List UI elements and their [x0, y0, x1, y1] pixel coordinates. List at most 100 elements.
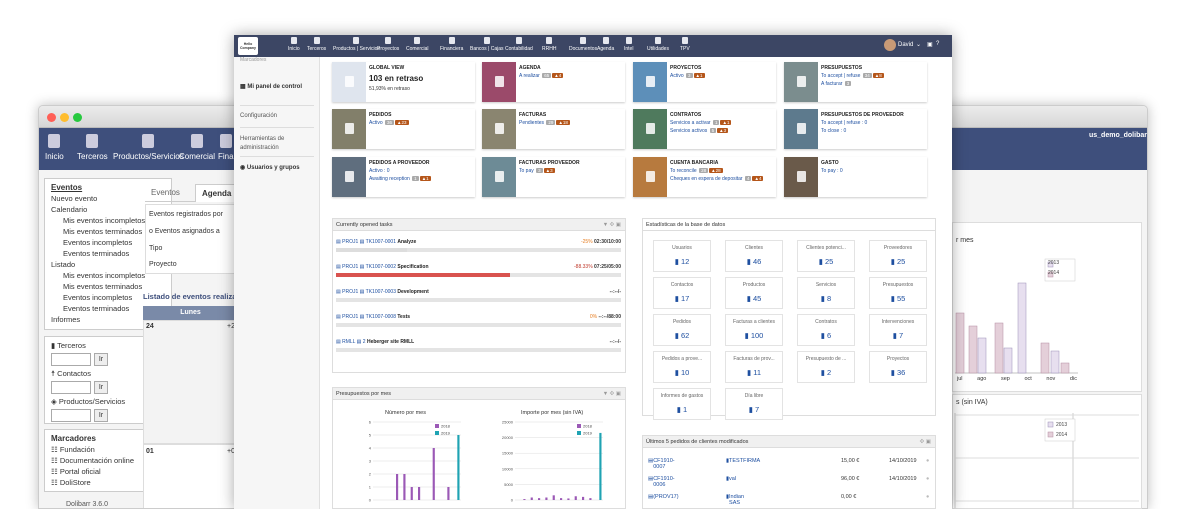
back-nav-fina[interactable]: Fina: [218, 134, 234, 161]
menu-item[interactable]: Informes: [51, 315, 81, 324]
nav-10[interactable]: Agenda: [597, 37, 614, 52]
close-dot[interactable]: [47, 113, 56, 122]
stat-box[interactable]: Facturas de prov... ▮ 11: [725, 351, 783, 383]
dashboard-card[interactable]: PRESUPUESTOS DE PROVEEDOR To accept | ref…: [784, 109, 927, 149]
calendar-cell[interactable]: 01 +0: [143, 444, 238, 508]
order-row[interactable]: ▤ CF1910-0006 ▮ val 96,00 €14/10/2019 ●: [648, 476, 930, 488]
search-terceros-input[interactable]: [51, 353, 91, 366]
nav-6[interactable]: Bancos | Cajas: [470, 37, 504, 52]
avatar[interactable]: [884, 39, 896, 51]
dashboard-card[interactable]: PRESUPUESTOS To accept | refuse 34 ▲8 A fac…: [784, 62, 927, 102]
dashboard-card[interactable]: GLOBAL VIEW 103 en retraso 51,93% en retra…: [332, 62, 475, 102]
bookmark-item[interactable]: ☷ Portal oficial: [51, 467, 101, 476]
menu-item[interactable]: Calendario: [51, 205, 88, 214]
menu-item[interactable]: Nuevo evento: [51, 194, 98, 203]
nav-7[interactable]: Contabilidad: [505, 37, 533, 52]
sidebar-bookmarks[interactable]: Marcadores: [240, 57, 267, 63]
stat-box[interactable]: Presupuesto de ... ▮ 2: [797, 351, 855, 383]
stat-box[interactable]: Clientes potenci... ▮ 25: [797, 240, 855, 272]
panel-controls-icon[interactable]: ▼ ✣ ▣: [602, 391, 621, 397]
menu-item[interactable]: Mis eventos terminados: [63, 227, 143, 236]
nav-13[interactable]: TPV: [680, 37, 690, 52]
dashboard-card[interactable]: CONTRATOS Servicios a activar 1 ▲1 Servicio…: [633, 109, 776, 149]
order-row[interactable]: ▤ (PROV17) ▮ Indian SAS 0,00 € ●: [648, 494, 930, 506]
stat-box[interactable]: Pedidos a prove... ▮ 10: [653, 351, 711, 383]
back-nav-comercial[interactable]: Comercial: [179, 134, 215, 161]
nav-2[interactable]: Productos | Servicios: [333, 37, 380, 52]
sidebar-users[interactable]: ◉ Usuarios y grupos: [240, 156, 314, 171]
stat-box[interactable]: Pedidos ▮ 62: [653, 314, 711, 346]
dashboard-card[interactable]: AGENDA A realizar 65 ▲4: [482, 62, 625, 102]
user-name[interactable]: David: [898, 42, 914, 48]
order-row[interactable]: ▤ CF1910-0007 ▮ TESTFIRMA 15,00 €14/10/201…: [648, 458, 930, 470]
dashboard-card[interactable]: PEDIDOS Activo 36 ▲23: [332, 109, 475, 149]
search-productos-button[interactable]: Ir: [94, 409, 108, 422]
panel-controls-icon[interactable]: ✣ ▣: [919, 439, 931, 445]
task-row[interactable]: ▤ PROJ1 ▤ TK1007-0003 Development: [336, 289, 429, 295]
stat-box[interactable]: Proyectos ▮ 36: [869, 351, 927, 383]
nav-1[interactable]: Terceros: [307, 37, 326, 52]
menu-item[interactable]: Eventos incompletos: [63, 293, 133, 302]
menu-item[interactable]: Eventos terminados: [63, 249, 130, 258]
stat-box[interactable]: Servicios ▮ 8: [797, 277, 855, 309]
sidebar-setup[interactable]: Configuración: [240, 105, 314, 119]
back-user-name[interactable]: us_demo_dolibarr: [1089, 132, 1148, 139]
back-nav-inicio[interactable]: Inicio: [45, 134, 64, 161]
stat-box[interactable]: Facturas a clientes ▮ 100: [725, 314, 783, 346]
back-nav-productos[interactable]: Productos/Servicios: [113, 134, 184, 161]
tab-agenda[interactable]: Agenda: [195, 184, 239, 202]
stat-box[interactable]: Proveedores ▮ 25: [869, 240, 927, 272]
minimize-dot[interactable]: [60, 113, 69, 122]
stat-box[interactable]: Clientes ▮ 46: [725, 240, 783, 272]
nav-12[interactable]: Utilidades: [647, 37, 669, 52]
dashboard-card[interactable]: GASTO To pay : 0: [784, 157, 927, 197]
stat-box[interactable]: Productos ▮ 45: [725, 277, 783, 309]
nav-5[interactable]: Financiera: [440, 37, 463, 52]
nav-0[interactable]: Inicio: [288, 37, 300, 52]
stat-box[interactable]: Día libre ▮ 7: [725, 388, 783, 420]
nav-4[interactable]: Comercial: [406, 37, 429, 52]
help-icon[interactable]: ?: [936, 41, 940, 47]
menu-item[interactable]: Mis eventos incompletos: [63, 271, 146, 280]
dashboard-card[interactable]: FACTURAS PROVEEDOR To pay 3 ▲3: [482, 157, 625, 197]
stat-box[interactable]: Contactos ▮ 17: [653, 277, 711, 309]
task-row[interactable]: ▤ PROJ1 ▤ TK1007-0002 Specification: [336, 264, 429, 270]
search-terceros-button[interactable]: Ir: [94, 353, 108, 366]
bookmark-item[interactable]: ☷ Documentación online: [51, 456, 135, 465]
dashboard-card[interactable]: CUENTA BANCARIA To reconcile 28 ▲28 Cheques…: [633, 157, 776, 197]
task-row[interactable]: ▤ PROJ1 ▤ TK1007-0001 Analyze: [336, 239, 417, 245]
stat-box[interactable]: Presupuestos ▮ 55: [869, 277, 927, 309]
menu-title-eventos[interactable]: Eventos: [51, 183, 83, 192]
tab-eventos[interactable]: Eventos: [151, 188, 180, 197]
task-row[interactable]: ▤ PROJ1 ▤ TK1007-0008 Tests: [336, 314, 411, 320]
dashboard-card[interactable]: PEDIDOS A PROVEEDOR Activo : 0 Awaiting re…: [332, 157, 475, 197]
back-nav-terceros[interactable]: Terceros: [77, 134, 108, 161]
menu-item[interactable]: Eventos incompletos: [63, 238, 133, 247]
calendar-cell[interactable]: 24 +2: [143, 320, 238, 444]
panel-controls-icon[interactable]: ▼ ✣ ▣: [602, 222, 621, 228]
nav-3[interactable]: Proyectos: [377, 37, 399, 52]
menu-item[interactable]: Listado: [51, 260, 76, 269]
bookmark-item[interactable]: ☷ DoliStore: [51, 478, 91, 487]
nav-8[interactable]: RRHH: [542, 37, 556, 52]
search-productos-input[interactable]: [51, 409, 91, 422]
menu-item[interactable]: Mis eventos terminados: [63, 282, 143, 291]
print-icon[interactable]: ▣: [927, 42, 933, 48]
dashboard-card[interactable]: PROYECTOS Activo 3 ▲1: [633, 62, 776, 102]
chevron-down-icon[interactable]: ⌄: [916, 42, 922, 48]
stat-box[interactable]: Contratos ▮ 6: [797, 314, 855, 346]
task-row[interactable]: ▤ RMLL ▤ 2 Heberger site RMLL: [336, 339, 415, 345]
sidebar-admin-tools[interactable]: Herramientas de administración: [240, 127, 314, 153]
search-contactos-input[interactable]: [51, 381, 91, 394]
nav-11[interactable]: Intel: [624, 37, 633, 52]
sidebar-dashboard[interactable]: ▦ Mi panel de control: [240, 84, 303, 90]
menu-item[interactable]: Mis eventos incompletos: [63, 216, 146, 225]
search-contactos-button[interactable]: Ir: [94, 381, 108, 394]
stat-box[interactable]: Intervenciones ▮ 7: [869, 314, 927, 346]
nav-9[interactable]: Documentos: [569, 37, 597, 52]
bookmark-item[interactable]: ☷ Fundación: [51, 445, 95, 454]
company-logo[interactable]: Hello Company: [238, 37, 258, 55]
dashboard-card[interactable]: FACTURAS Pendientes 29 ▲18: [482, 109, 625, 149]
stat-box[interactable]: Informes de gastos ▮ 1: [653, 388, 711, 420]
stat-box[interactable]: Usuarios ▮ 12: [653, 240, 711, 272]
